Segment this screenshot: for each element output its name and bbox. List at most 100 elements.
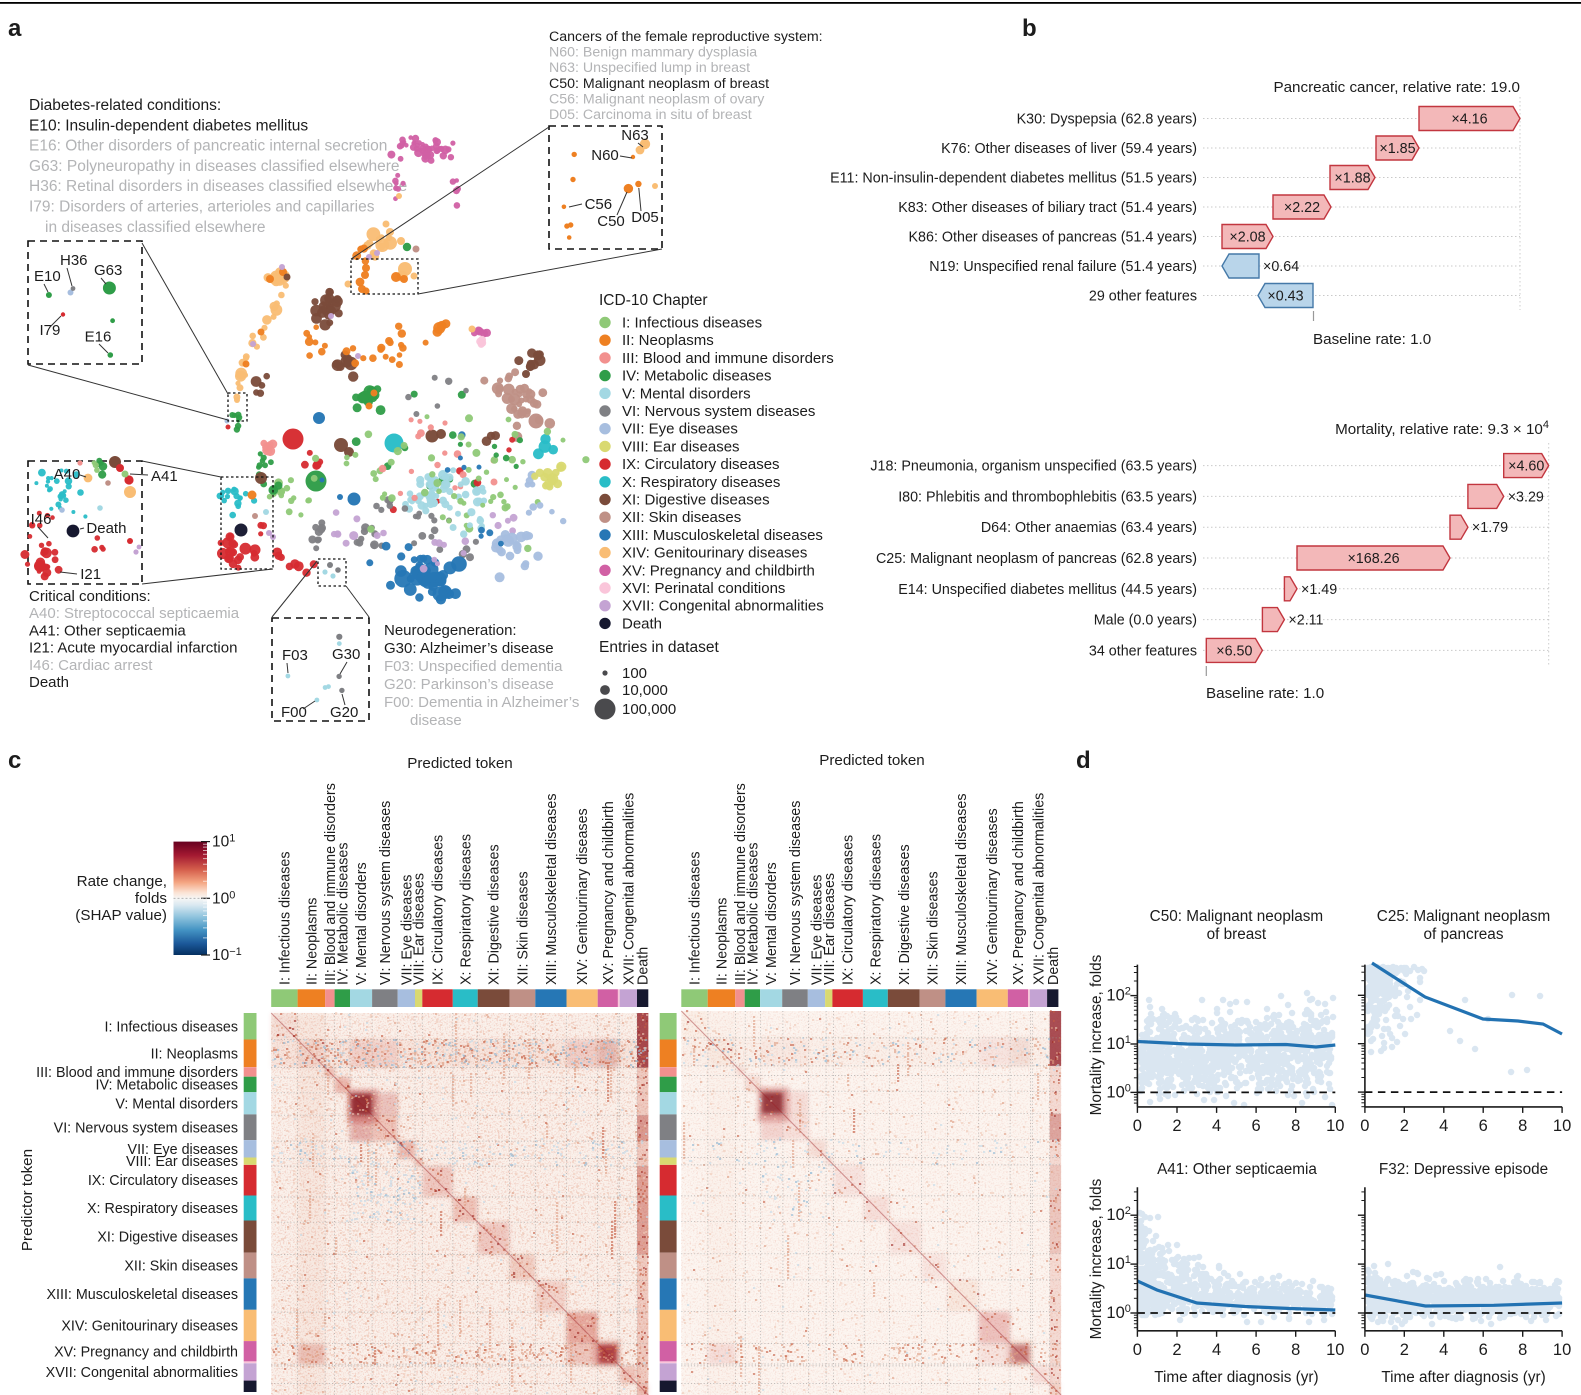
svg-text:D05: Carcinoma in situ of brea: D05: Carcinoma in situ of breast xyxy=(549,107,752,123)
svg-text:K30: Dyspepsia (62.8 years): K30: Dyspepsia (62.8 years) xyxy=(1017,112,1197,128)
svg-text:V: Mental disorders: V: Mental disorders xyxy=(115,1096,238,1112)
svg-text:Critical conditions:: Critical conditions: xyxy=(29,588,151,605)
svg-text:100,000: 100,000 xyxy=(622,701,676,718)
svg-text:disease: disease xyxy=(410,712,462,729)
svg-text:III: Blood and immune disorder: III: Blood and immune disorders xyxy=(36,1065,238,1081)
svg-text:XV: Pregnancy and childbirth: XV: Pregnancy and childbirth xyxy=(1011,801,1027,985)
svg-text:VII: Eye diseases: VII: Eye diseases xyxy=(622,421,738,438)
svg-text:Death: Death xyxy=(1046,947,1062,985)
svg-text:I79: I79 xyxy=(40,322,61,339)
svg-text:A40: Streptococcal septicaemia: A40: Streptococcal septicaemia xyxy=(29,605,240,622)
svg-text:E16: E16 xyxy=(85,329,112,346)
svg-text:XI: Digestive diseases: XI: Digestive diseases xyxy=(97,1230,238,1246)
svg-text:E11: Non-insulin-dependent dia: E11: Non-insulin-dependent diabetes mell… xyxy=(830,171,1197,187)
svg-text:XI: Digestive diseases: XI: Digestive diseases xyxy=(487,844,503,985)
svg-text:Entries in dataset: Entries in dataset xyxy=(599,639,719,656)
svg-text:I: Infectious diseases: I: Infectious diseases xyxy=(277,851,293,985)
svg-text:c: c xyxy=(8,747,21,774)
svg-text:II: Neoplasms: II: Neoplasms xyxy=(714,898,730,985)
svg-text:XIV: Genitourinary diseases: XIV: Genitourinary diseases xyxy=(985,808,1001,985)
svg-text:XIV: Genitourinary diseases: XIV: Genitourinary diseases xyxy=(61,1318,238,1334)
svg-text:Death: Death xyxy=(86,520,126,537)
svg-text:102: 102 xyxy=(1106,1205,1130,1224)
svg-text:A40: A40 xyxy=(54,466,81,483)
svg-text:4: 4 xyxy=(1439,1117,1448,1135)
svg-text:C50: Malignant neoplasm: C50: Malignant neoplasm xyxy=(1150,908,1323,925)
svg-text:IV: Metabolic diseases: IV: Metabolic diseases xyxy=(745,842,761,985)
svg-text:×2.22: ×2.22 xyxy=(1284,200,1320,216)
svg-text:Baseline rate: 1.0: Baseline rate: 1.0 xyxy=(1206,685,1324,702)
svg-text:6: 6 xyxy=(1479,1117,1488,1135)
svg-text:C25: Malignant neoplasm of pan: C25: Malignant neoplasm of pancreas (62.… xyxy=(876,551,1197,567)
svg-text:d: d xyxy=(1076,747,1091,774)
svg-text:E10: E10 xyxy=(34,268,61,285)
svg-text:X: Respiratory diseases: X: Respiratory diseases xyxy=(868,834,884,985)
svg-text:V: Mental disorders: V: Mental disorders xyxy=(354,862,370,985)
svg-text:A41: A41 xyxy=(151,468,178,485)
svg-text:F03: F03 xyxy=(282,647,308,664)
svg-text:Time after diagnosis (yr): Time after diagnosis (yr) xyxy=(1154,1369,1318,1386)
svg-text:101: 101 xyxy=(1106,1254,1130,1273)
svg-text:VII: Eye diseases: VII: Eye diseases xyxy=(399,875,415,985)
svg-text:XII: Skin diseases: XII: Skin diseases xyxy=(622,509,741,526)
svg-text:F00: Dementia in Alzheimer’s: F00: Dementia in Alzheimer’s xyxy=(384,694,579,711)
svg-text:100: 100 xyxy=(1106,1082,1130,1101)
svg-text:G30: Alzheimer’s disease: G30: Alzheimer’s disease xyxy=(384,640,554,657)
svg-text:XV: Pregnancy and childbirth: XV: Pregnancy and childbirth xyxy=(622,562,815,579)
svg-text:a: a xyxy=(8,15,22,42)
svg-text:4: 4 xyxy=(1212,1117,1221,1135)
svg-text:VIII: Ear diseases: VIII: Ear diseases xyxy=(412,873,428,985)
svg-text:8: 8 xyxy=(1291,1341,1300,1359)
svg-text:10: 10 xyxy=(1326,1117,1344,1135)
svg-text:Mortality, relative rate: 9.3: Mortality, relative rate: 9.3 × 104 xyxy=(1335,419,1549,438)
svg-text:Death: Death xyxy=(29,674,69,691)
svg-text:C50: C50 xyxy=(597,213,625,230)
svg-text:H36: H36 xyxy=(60,252,88,269)
svg-text:C25: Malignant neoplasm: C25: Malignant neoplasm xyxy=(1377,908,1550,925)
svg-text:XIII: Musculoskeletal diseases: XIII: Musculoskeletal diseases xyxy=(544,793,560,985)
svg-text:XII: Skin diseases: XII: Skin diseases xyxy=(515,871,531,985)
svg-text:I21: I21 xyxy=(80,566,101,583)
svg-text:10: 10 xyxy=(1553,1117,1571,1135)
svg-text:10,000: 10,000 xyxy=(622,682,668,699)
svg-text:XI: Digestive diseases: XI: Digestive diseases xyxy=(622,492,770,509)
svg-text:6: 6 xyxy=(1252,1117,1261,1135)
svg-text:Rate change,: Rate change, xyxy=(77,873,167,890)
svg-text:XVII: Congenital abnormalities: XVII: Congenital abnormalities xyxy=(621,793,637,985)
svg-text:VI: Nervous system diseases: VI: Nervous system diseases xyxy=(788,801,804,985)
svg-text:4: 4 xyxy=(1212,1341,1221,1359)
svg-text:I46: I46 xyxy=(31,511,52,528)
svg-text:H36: Retinal disorders in dise: H36: Retinal disorders in diseases class… xyxy=(29,178,407,195)
svg-text:E16: Other disorders of pancre: E16: Other disorders of pancreatic inter… xyxy=(29,138,387,155)
svg-text:101: 101 xyxy=(1106,1034,1130,1053)
svg-text:VIII: Ear diseases: VIII: Ear diseases xyxy=(126,1154,238,1170)
svg-text:Baseline rate: 1.0: Baseline rate: 1.0 xyxy=(1313,331,1431,348)
svg-text:VII: Eye diseases: VII: Eye diseases xyxy=(128,1142,238,1158)
svg-text:×0.43: ×0.43 xyxy=(1267,289,1303,305)
svg-text:XVI: Perinatal conditions: XVI: Perinatal conditions xyxy=(622,580,785,597)
svg-text:A41: Other septicaemia: A41: Other septicaemia xyxy=(29,622,186,639)
svg-text:6: 6 xyxy=(1479,1341,1488,1359)
svg-text:D05: D05 xyxy=(631,209,659,226)
svg-text:b: b xyxy=(1022,15,1037,42)
svg-text:X: Respiratory diseases: X: Respiratory diseases xyxy=(458,834,474,985)
svg-text:of pancreas: of pancreas xyxy=(1424,926,1504,943)
svg-text:Predictor token: Predictor token xyxy=(19,1149,36,1251)
svg-text:×1.88: ×1.88 xyxy=(1334,171,1370,187)
svg-text:XII: Skin diseases: XII: Skin diseases xyxy=(926,871,942,985)
svg-text:IX: Circulatory diseases: IX: Circulatory diseases xyxy=(431,835,447,985)
svg-text:IX: Circulatory diseases: IX: Circulatory diseases xyxy=(88,1173,238,1189)
svg-text:IV: Metabolic diseases: IV: Metabolic diseases xyxy=(95,1077,238,1093)
svg-text:0: 0 xyxy=(1360,1341,1369,1359)
svg-text:X: Respiratory diseases: X: Respiratory diseases xyxy=(87,1201,238,1217)
svg-text:I80: Phlebitis and thrombophle: I80: Phlebitis and thrombophlebitis (63.… xyxy=(898,489,1197,505)
svg-text:XI: Digestive diseases: XI: Digestive diseases xyxy=(897,844,913,985)
svg-text:K76: Other diseases of liver (: K76: Other diseases of liver (59.4 years… xyxy=(941,141,1197,157)
svg-text:Mortality increase, folds: Mortality increase, folds xyxy=(1088,1178,1105,1339)
svg-text:K86: Other diseases of pancrea: K86: Other diseases of pancreas (51.4 ye… xyxy=(909,230,1197,246)
svg-text:folds: folds xyxy=(135,890,167,907)
svg-text:I: Infectious diseases: I: Infectious diseases xyxy=(104,1019,238,1035)
svg-text:G30: G30 xyxy=(332,646,360,663)
svg-text:N60: Benign mammary dysplasia: N60: Benign mammary dysplasia xyxy=(549,45,757,61)
svg-text:IV: Metabolic diseases: IV: Metabolic diseases xyxy=(335,842,351,985)
